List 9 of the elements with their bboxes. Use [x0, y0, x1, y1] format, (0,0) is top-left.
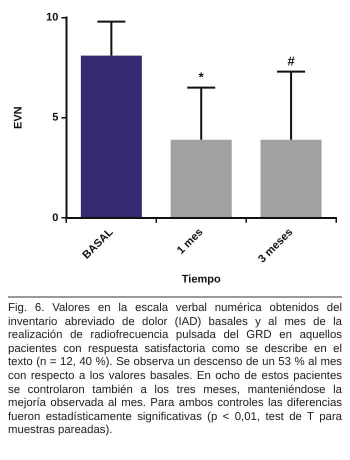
text: Fig. 6. Valores en la escala verbal numérica obtenidos del inventario abreviado de dolor (IAD) basales y al mes de la realización de radiofrecuencia pulsada del GRD en aquellos pacientes con respuesta satisfactoria como se describe en el texto (n = 12, 40 %). Se observa un descenso de un 53 % al mes con respecto a los valores basales. En ocho de estos pacientes se controlaron también a los tres meses, manteniéndose la mejoría observada al mes. Para ambos controles las diferencias fueron estadísticamente significativas (p < 0,01, test de T para muestras pareadas). [8, 302, 342, 436]
x-tick-label: 1 mes [174, 226, 206, 257]
y-tick-label: 5 [52, 112, 58, 124]
y-tick-label: 0 [52, 212, 58, 224]
y-tick-label: 10 [46, 12, 58, 24]
annotation: # [287, 54, 296, 69]
annotation: * [198, 70, 205, 85]
y-axis-title: EVN [12, 106, 25, 129]
x-axis-title: Tiempo [182, 273, 221, 286]
